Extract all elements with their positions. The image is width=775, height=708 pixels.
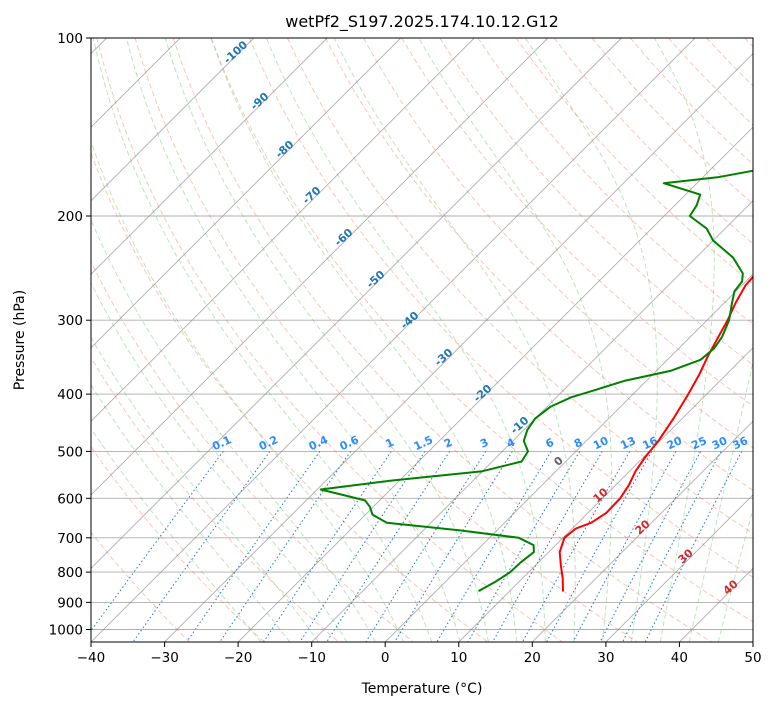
isotherm-line [91,38,475,422]
moist-adiabat-line [164,38,489,642]
x-tick-label: −20 [224,650,253,666]
moist-adiabat-line [91,282,348,642]
moist-adiabat-line [210,38,518,642]
mixing-ratio-line [186,451,321,642]
y-tick-label: 300 [57,313,83,329]
y-tick-label: 900 [57,595,83,611]
moist-adiabat-line [91,218,376,642]
dry-adiabat-line [477,38,753,325]
moist-adiabat-line [125,38,461,642]
y-tick-label: 100 [57,31,83,47]
y-tick-label: 400 [57,387,83,403]
x-axis: −40 −30 −20 −10 0 10 20 30 40 50 [77,642,762,666]
mixing-ratio-line [622,451,722,642]
dry-adiabat-line [134,38,638,642]
mixing-ratio-label: 10 [591,434,611,452]
x-axis-label: Temperature (°C) [361,681,483,697]
isotherm-line [311,200,753,642]
moist-adiabat-line [653,38,715,642]
mixing-ratio-line [263,451,392,642]
mixing-ratio-label: 20 [665,434,685,452]
dry-adiabat-line [210,38,753,623]
dry-adiabat-line [172,38,713,642]
mixing-ratio-line [644,451,743,642]
isotherm-line [91,38,622,570]
mixing-ratio-line [572,451,677,642]
isotherm-line [237,126,753,642]
moist-adiabat-line [524,38,658,642]
isotherm-line [91,38,696,642]
x-tick-label: 20 [524,650,541,666]
y-tick-label: 600 [57,491,83,507]
moist-adiabat-line [91,383,291,642]
mixing-ratio-line [546,451,653,642]
mixing-ratio-label: 13 [618,434,637,452]
x-tick-label: −10 [297,650,326,666]
dry-adiabat-line [96,38,563,642]
isotherm-line [531,420,753,642]
moist-adiabat-line [91,139,405,642]
mixing-ratio-line [492,451,603,642]
isotherm-line [458,347,753,642]
y-tick-label: 200 [57,209,83,225]
mixing-ratio-line [91,451,224,632]
moist-adiabat-line [418,38,613,642]
dry-adiabat-line [91,151,489,642]
dry-adiabat-line [515,38,753,285]
isotherm-line [164,52,753,642]
moist-adiabat-line [91,427,262,642]
moist-adiabat-line [717,507,753,642]
moist-adiabat-line [265,38,546,642]
isotherm-line [384,273,753,642]
mixing-ratio-line [365,451,487,642]
x-tick-label: 0 [381,650,390,666]
y-tick-label: 500 [57,444,83,460]
x-tick-label: 40 [671,650,688,666]
isotherm-line [91,38,402,349]
moist-adiabat-line [688,359,753,642]
dewpoint-trace [319,169,753,592]
y-axis-label: Pressure (hPa) [12,290,28,390]
dry-adiabat-line [401,38,753,407]
dry-adiabat-line [91,356,340,642]
isotherm-line [91,38,328,275]
dry-adiabat-line [248,38,753,578]
y-tick-label: 1000 [49,623,83,639]
dry-adiabat-line [91,260,414,642]
background-lines [91,38,753,642]
mixing-ratio-label: 25 [689,434,708,452]
isotherm-line [91,38,255,202]
moist-adiabat-line [333,38,576,642]
mixing-ratio-line [299,451,426,642]
x-tick-label: −30 [150,650,179,666]
mixing-ratio-label: 30 [710,434,730,452]
plot-frame [90,37,754,643]
x-tick-label: 50 [744,650,761,666]
y-axis: 100 200 300 400 500 600 700 800 900 1000 [49,31,91,639]
x-tick-label: 10 [450,650,467,666]
temperature-trace [558,275,753,592]
isotherm-line [91,38,549,496]
y-tick-label: 800 [57,565,83,581]
dry-adiabat-line [91,445,265,642]
dry-adiabat-line [91,531,191,642]
moist-adiabat-line [91,336,319,642]
isotherm-line [605,494,753,642]
dry-adiabat-line [439,38,753,366]
mixing-ratio-line [599,451,702,642]
dry-adiabat-line [363,38,753,449]
traces [319,169,753,592]
mixing-ratio-line [219,451,352,642]
x-tick-label: 30 [597,650,614,666]
mixing-ratio-label: 16 [641,434,661,452]
chart-title: wetPf2_S197.2025.174.10.12.G12 [285,12,559,32]
y-tick-label: 700 [57,531,83,547]
mixing-ratio-label: 36 [731,434,751,452]
x-tick-label: −40 [77,650,106,666]
